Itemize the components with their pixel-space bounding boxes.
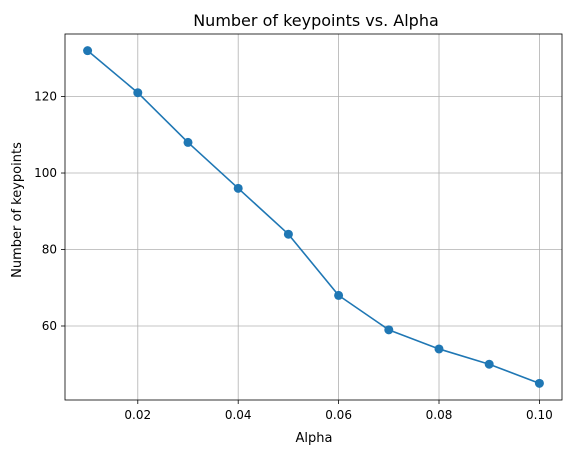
chart-title: Number of keypoints vs. Alpha bbox=[193, 11, 439, 30]
x-tick-label: 0.04 bbox=[225, 408, 252, 422]
data-point bbox=[484, 359, 494, 369]
grid-lines bbox=[65, 34, 562, 400]
data-point bbox=[384, 325, 394, 335]
data-point bbox=[133, 88, 143, 98]
data-point bbox=[334, 290, 344, 300]
x-tick-label: 0.06 bbox=[325, 408, 352, 422]
tick-labels: 0.02 0.04 0.06 0.08 0.10 60 80 100 120 bbox=[34, 90, 553, 422]
series-layer bbox=[83, 46, 544, 388]
data-point bbox=[83, 46, 93, 56]
y-axis-label: Number of keypoints bbox=[10, 142, 25, 278]
x-tick-label: 0.10 bbox=[526, 408, 553, 422]
data-point bbox=[233, 183, 243, 193]
y-tick-label: 60 bbox=[42, 319, 57, 333]
series-line bbox=[87, 50, 540, 385]
y-tick-label: 100 bbox=[34, 166, 57, 180]
plot-frame bbox=[64, 33, 563, 401]
data-point bbox=[434, 344, 444, 354]
axes bbox=[61, 33, 563, 404]
data-point bbox=[183, 137, 193, 147]
x-tick-label: 0.02 bbox=[124, 408, 151, 422]
data-point bbox=[534, 378, 544, 388]
x-axis-label: Alpha bbox=[296, 431, 333, 446]
data-point bbox=[283, 229, 293, 239]
x-tick-label: 0.08 bbox=[426, 408, 453, 422]
y-tick-label: 80 bbox=[42, 243, 57, 257]
y-tick-label: 120 bbox=[34, 90, 57, 104]
